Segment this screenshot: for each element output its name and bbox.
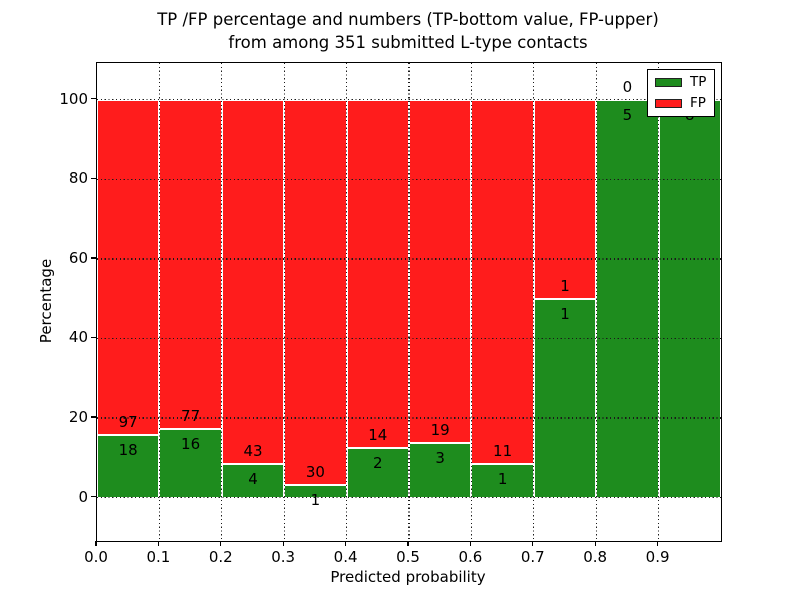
tp-count-label: 18: [118, 441, 138, 460]
x-tick-label: 0.3: [271, 548, 296, 566]
tp-count-label: 16: [181, 435, 201, 454]
tp-count-label: 4: [248, 469, 258, 488]
y-tick-label: 0: [78, 487, 88, 506]
chart-title-line1: TP /FP percentage and numbers (TP-bottom…: [157, 10, 659, 29]
vertical-gridline: [658, 63, 660, 541]
plot-area: 97187716434301142193111110508TPFP: [96, 62, 722, 542]
tp-count-label: 2: [373, 453, 383, 472]
x-tick-mark: [95, 541, 97, 546]
x-tick-label: 0.2: [208, 548, 233, 566]
fp-bar-segment: [97, 99, 160, 436]
vertical-gridline: [470, 63, 473, 541]
fp-count-label: 14: [368, 425, 388, 444]
fp-count-label: 77: [181, 407, 201, 426]
y-tick-label: 40: [68, 328, 88, 347]
y-tick-label: 80: [68, 169, 88, 188]
fp-count-label: 1: [560, 276, 570, 295]
fp-bar-segment: [159, 99, 222, 430]
fp-count-label: 30: [305, 462, 325, 481]
vertical-gridline: [283, 63, 285, 541]
tp-bar-segment: [533, 298, 597, 498]
legend-item-tp: TP: [655, 75, 706, 90]
vertical-gridline: [533, 63, 535, 541]
fp-count-label: 0: [622, 77, 633, 96]
tp-bar-segment: [97, 435, 160, 498]
y-tick-label: 100: [59, 89, 88, 108]
vertical-gridline: [408, 63, 410, 541]
fp-bar-segment: [346, 99, 409, 448]
x-tick-mark: [532, 541, 534, 546]
legend-label: FP: [690, 95, 706, 111]
tp-count-label: 5: [622, 105, 633, 124]
tp-count-label: 1: [560, 304, 570, 323]
fp-bar-segment: [533, 99, 597, 299]
vertical-gridline: [346, 63, 348, 541]
fp-bar-segment: [221, 99, 285, 464]
tp-bar-segment: [658, 99, 721, 498]
fp-count-label: 97: [118, 413, 138, 432]
legend: TP FP: [647, 69, 716, 117]
fp-bar-segment: [284, 99, 347, 485]
chart-title: TP /FP percentage and numbers (TP-bottom…: [96, 9, 720, 54]
tp-bar-segment: [596, 99, 659, 498]
x-tick-mark: [594, 541, 596, 546]
fp-bar-segment: [409, 99, 472, 444]
x-tick-mark: [469, 541, 472, 546]
y-tick-mark: [91, 416, 96, 418]
x-tick-label: 0.4: [333, 548, 358, 566]
x-tick-label: 0.8: [583, 548, 608, 566]
fp-count-label: 43: [243, 441, 263, 460]
legend-swatch-fp: [655, 99, 682, 108]
vertical-gridline: [221, 63, 223, 541]
fp-count-label: 19: [430, 421, 450, 440]
tp-count-label: 1: [310, 490, 321, 509]
vertical-gridline: [595, 63, 597, 541]
y-tick-mark: [91, 336, 96, 339]
x-tick-label: 0.6: [458, 548, 483, 566]
vertical-gridline: [158, 63, 161, 541]
y-tick-mark: [91, 495, 96, 498]
x-tick-mark: [407, 541, 409, 546]
legend-label: TP: [690, 74, 707, 90]
x-tick-mark: [220, 541, 222, 546]
y-tick-mark: [91, 177, 96, 179]
tp-bar-segment: [159, 429, 222, 498]
x-tick-mark: [656, 541, 659, 546]
x-tick-label: 0.7: [520, 548, 545, 566]
x-tick-label: 0.1: [146, 548, 171, 566]
y-tick-label: 20: [68, 408, 88, 427]
x-tick-label: 0.9: [645, 548, 670, 566]
chart-title-line2: from among 351 submitted L-type contacts: [228, 32, 588, 52]
x-tick-mark: [282, 541, 284, 546]
fp-bar-segment: [471, 99, 534, 465]
legend-item-fp: FP: [655, 96, 706, 111]
x-tick-mark: [344, 541, 347, 546]
tp-count-label: 1: [497, 470, 508, 489]
x-axis-label: Predicted probability: [330, 568, 486, 586]
fp-count-label: 11: [493, 442, 513, 461]
tp-count-label: 3: [435, 449, 445, 468]
x-tick-label: 0.5: [396, 548, 420, 566]
y-tick-mark: [91, 257, 96, 259]
legend-swatch-tp: [655, 78, 682, 87]
x-tick-mark: [157, 541, 160, 546]
y-tick-label: 60: [68, 248, 88, 267]
y-tick-mark: [91, 97, 96, 100]
x-tick-label: 0.0: [84, 548, 108, 566]
